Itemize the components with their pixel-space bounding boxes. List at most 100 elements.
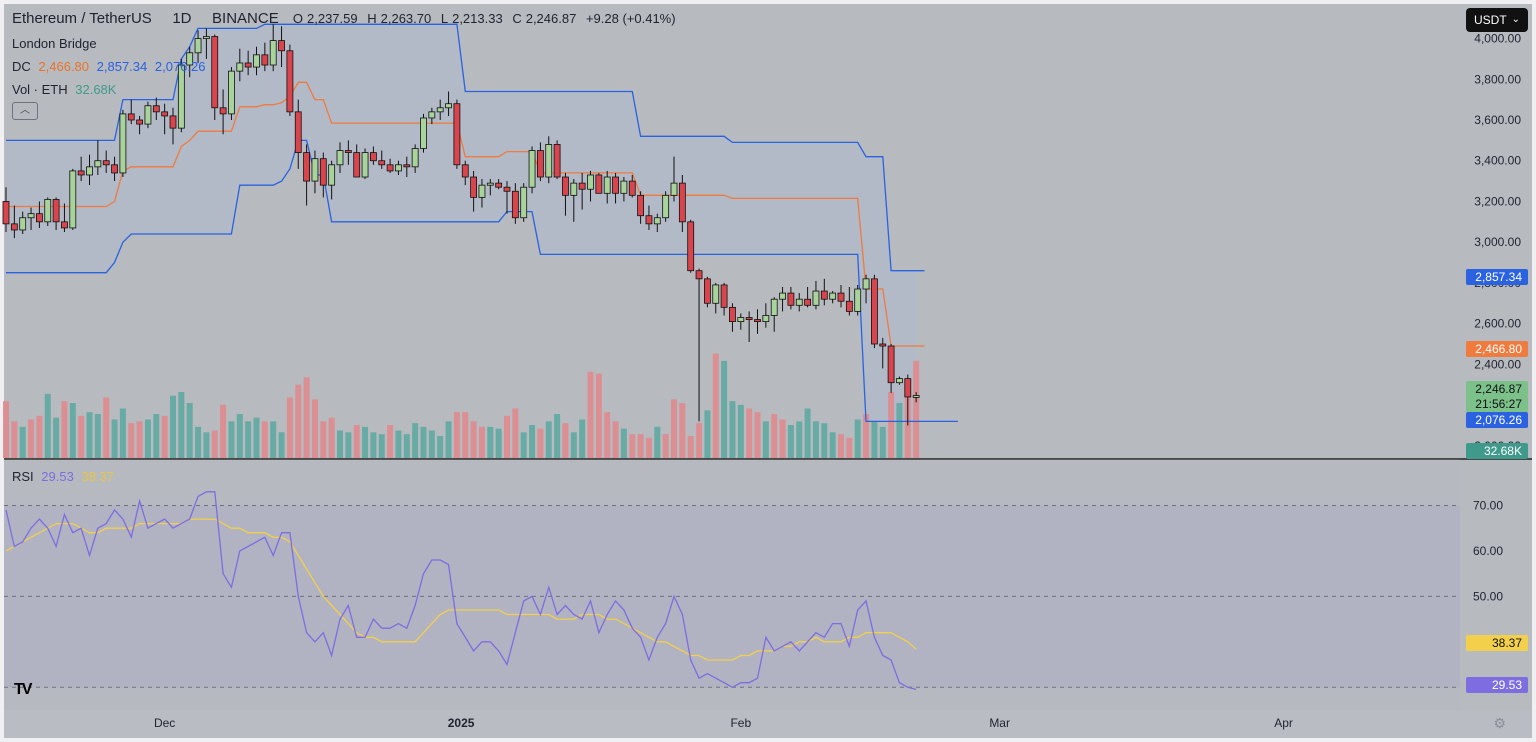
volume-label[interactable]: Vol · ETH <box>12 82 68 97</box>
candle-body <box>319 158 327 186</box>
volume-bar <box>453 412 460 458</box>
volume-bar <box>103 397 110 458</box>
volume-bar <box>470 421 477 458</box>
candle-body <box>511 190 519 219</box>
badge-price: 2,246.87 <box>1466 381 1528 397</box>
interval-label[interactable]: 1D <box>172 10 192 27</box>
low-label: L <box>440 11 449 26</box>
candle-body <box>436 107 444 113</box>
candle-body <box>453 103 461 166</box>
volume-bar <box>520 432 527 458</box>
candle-body <box>127 113 135 121</box>
candle-body <box>219 107 227 115</box>
volume-bar <box>437 436 444 458</box>
collapse-indicators-button[interactable]: ︿ <box>12 102 38 120</box>
volume-bar <box>370 432 377 458</box>
indicator-rsi[interactable]: RSI 29.53 38.37 <box>12 469 118 484</box>
rsi-label[interactable]: RSI <box>12 469 34 484</box>
volume-bar <box>821 423 828 458</box>
tradingview-logo-icon[interactable]: TV <box>14 681 33 698</box>
badge-rsi: 29.53 <box>1466 677 1528 693</box>
gear-icon[interactable]: ⚙ <box>1493 715 1506 731</box>
candle-body <box>745 317 753 320</box>
volume-bar <box>220 404 227 458</box>
volume-bar <box>303 377 310 458</box>
candle-body <box>152 105 160 113</box>
candle-body <box>445 103 452 109</box>
time-tick-label: 2025 <box>448 716 475 730</box>
volume-bar <box>445 421 452 458</box>
candle-body <box>720 284 728 308</box>
volume-bar <box>771 414 778 458</box>
candle-body <box>486 182 494 186</box>
volume-bar <box>211 430 218 458</box>
candle-body <box>912 395 920 398</box>
candle-body <box>871 278 878 345</box>
volume-bar <box>846 437 853 458</box>
candle-body <box>779 292 786 300</box>
volume-bar <box>362 426 369 458</box>
indicator-donchian[interactable]: DC 2,466.80 2,857.34 2,076.26 <box>12 59 209 74</box>
volume-bar <box>913 360 920 458</box>
volume-bar <box>295 384 302 458</box>
candle-body <box>854 288 862 312</box>
volume-bar <box>78 415 85 458</box>
currency-select[interactable]: USDT ⌄ <box>1466 8 1528 32</box>
candle-body <box>278 40 285 52</box>
candle-body <box>169 115 177 129</box>
volume-bar <box>387 425 394 458</box>
volume-bar <box>545 421 552 458</box>
volume-bar <box>111 419 118 458</box>
candle-body <box>52 199 60 223</box>
candle-body <box>353 152 361 178</box>
badge-rsi-ma: 38.37 <box>1466 635 1528 651</box>
symbol-name[interactable]: Ethereum / TetherUS <box>12 10 152 27</box>
volume-bar <box>69 403 76 458</box>
candle-body <box>754 319 761 322</box>
high-label: H <box>367 11 377 26</box>
badge-dc-lower: 2,076.26 <box>1466 412 1528 428</box>
donchian-basis-line <box>6 81 925 347</box>
volume-bar <box>721 360 728 458</box>
candle-body <box>86 166 93 176</box>
volume-bar <box>428 430 435 458</box>
candle-body <box>587 174 594 190</box>
symbol-legend[interactable]: Ethereum / TetherUS 1D BINANCE O 2,237.59… <box>12 10 684 27</box>
volume-bar <box>153 414 160 458</box>
london-bridge-label[interactable]: London Bridge <box>12 36 97 51</box>
candle-body <box>620 180 628 194</box>
volume-bar <box>186 403 193 458</box>
volume-bar <box>311 399 318 458</box>
volume-bar <box>178 392 185 458</box>
time-tick-label: Dec <box>154 716 175 730</box>
candle-body <box>879 343 887 347</box>
candle-body <box>845 300 853 312</box>
volume-bar <box>420 426 427 458</box>
candle-body <box>344 150 352 153</box>
volume-bar <box>595 373 602 458</box>
dc-label[interactable]: DC <box>12 59 31 74</box>
volume-bar <box>737 404 744 458</box>
volume-bar <box>896 403 903 458</box>
candle-body <box>461 164 469 178</box>
candle-body <box>820 290 828 300</box>
candle-body <box>253 54 260 68</box>
volume-bar <box>879 426 886 458</box>
close-label: C <box>512 11 522 26</box>
candle-body <box>887 345 895 384</box>
volume-bar <box>746 408 753 458</box>
volume-bar <box>44 393 51 458</box>
candle-body <box>545 144 553 178</box>
candle-body <box>537 150 544 178</box>
ohlc-readout: O 2,237.59 H 2,263.70 L 2,213.33 C 2,246.87 … <box>293 11 680 26</box>
candle-body <box>837 292 845 302</box>
volume-bar <box>754 412 761 458</box>
indicator-london-bridge[interactable]: London Bridge <box>12 36 101 51</box>
indicator-volume[interactable]: Vol · ETH 32.68K <box>12 82 120 97</box>
open-value: 2,237.59 <box>307 11 358 26</box>
volume-bar <box>261 421 268 458</box>
volume-bar <box>579 419 586 458</box>
candle-body <box>369 152 377 162</box>
volume-bar <box>487 426 494 458</box>
